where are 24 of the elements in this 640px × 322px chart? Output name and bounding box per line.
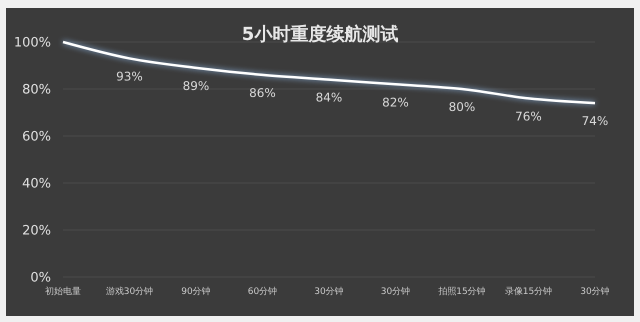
x-tick-label: 30分钟 (314, 286, 344, 297)
x-tick-label: 90分钟 (181, 286, 211, 297)
x-tick-label: 录像15分钟 (504, 286, 552, 297)
data-label: 82% (382, 95, 409, 110)
y-tick-label: 40% (22, 176, 51, 192)
x-tick-label: 60分钟 (248, 286, 278, 297)
data-label: 84% (316, 90, 342, 105)
chart-title: 5小时重度续航测试 (242, 24, 398, 45)
data-label: 86% (249, 86, 276, 100)
x-tick-label: 初始电量 (45, 286, 81, 297)
data-label: 80% (448, 100, 476, 114)
data-label: 89% (182, 78, 210, 93)
y-tick-label: 20% (22, 224, 51, 239)
x-tick-label: 拍照15分钟 (437, 286, 486, 297)
x-tick-label: 30分钟 (380, 286, 410, 297)
data-label: 74% (582, 114, 608, 128)
y-tick-label: 60% (22, 130, 51, 145)
x-tick-label: 游戏30分钟 (106, 286, 154, 297)
y-tick-label: 80% (22, 82, 51, 98)
y-tick-label: 0% (30, 270, 51, 286)
data-label: 93% (116, 69, 143, 84)
data-label: 76% (515, 109, 542, 124)
x-tick-label: 30分钟 (580, 286, 610, 297)
y-tick-label: 100% (14, 36, 51, 51)
